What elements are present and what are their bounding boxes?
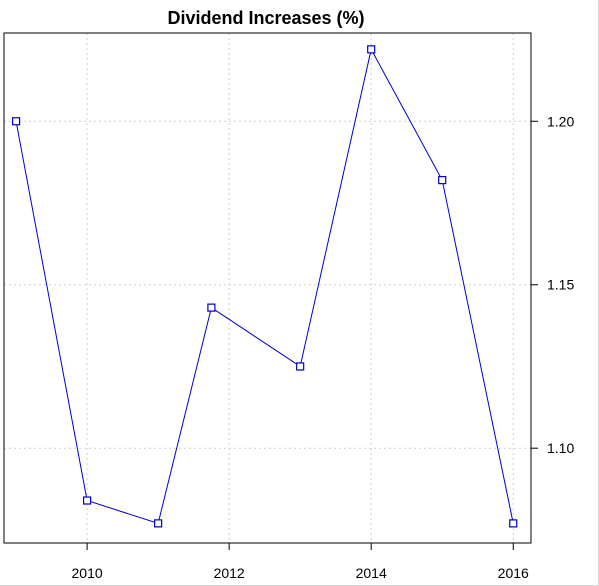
- series-layer: [11, 45, 518, 528]
- y-tick-label: 1.15: [547, 277, 574, 293]
- data-point-square: [207, 303, 216, 312]
- chart-title: Dividend Increases (%): [167, 8, 364, 28]
- y-axis: 1.10 1.15 1.20: [531, 113, 574, 456]
- y-tick-label: 1.20: [547, 113, 574, 129]
- data-point-square: [11, 117, 21, 126]
- x-tick-label: 2012: [214, 565, 245, 581]
- y-tick-label: 1.10: [547, 440, 574, 456]
- data-point-square: [509, 519, 518, 528]
- x-tick-label: 2016: [498, 565, 529, 581]
- data-point-square: [82, 496, 92, 505]
- x-tick-label: 2014: [356, 565, 387, 581]
- x-axis: 2010 2012 2014 2016: [72, 543, 529, 581]
- data-point-square: [296, 362, 305, 371]
- plot-area: [3, 32, 532, 544]
- x-tick-label: 2010: [72, 565, 103, 581]
- grid-layer: [4, 33, 531, 543]
- data-point-square: [367, 45, 376, 54]
- data-point-square: [154, 519, 163, 528]
- data-point-square: [438, 176, 447, 185]
- series-line: [15, 47, 514, 525]
